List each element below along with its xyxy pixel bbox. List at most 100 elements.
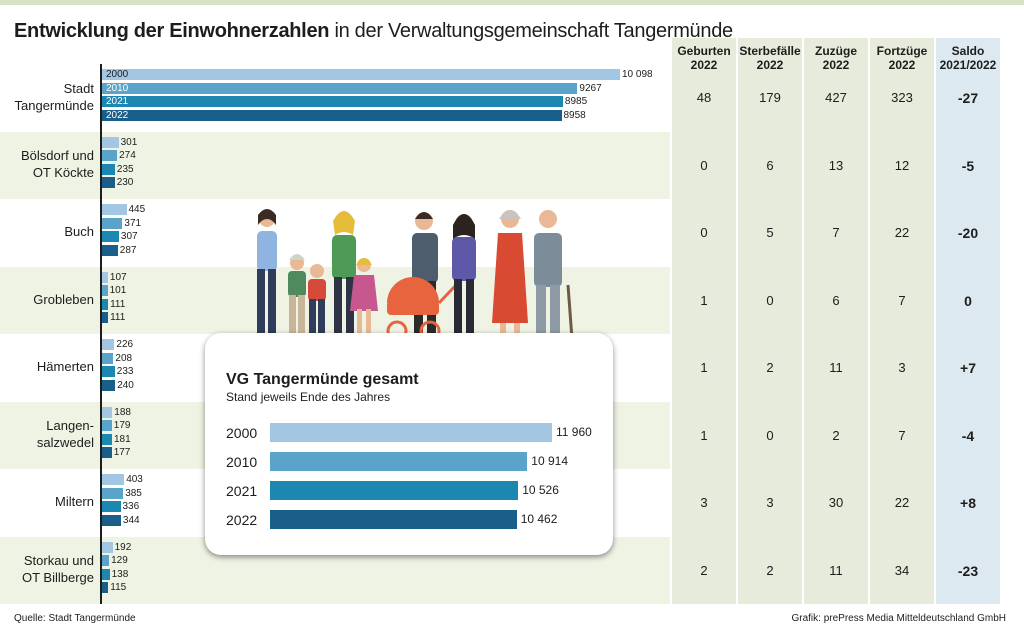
bar-value-label: 385 [125, 487, 142, 499]
graphic-credit: Grafik: prePress Media Mitteldeutschland… [791, 613, 1006, 624]
bar-2010: 2010 [102, 82, 578, 94]
bar-value-label: 307 [120, 231, 138, 242]
vg-year-label: 2021 [226, 483, 258, 499]
table-cell: 0 [766, 427, 774, 443]
chart-title-bold: Entwicklung der Einwohnerzahlen [14, 20, 330, 42]
bar-value-label: 10 098 [622, 69, 653, 80]
village-name-line: Storkau und [23, 553, 94, 569]
bar-2010 [102, 352, 114, 364]
table-column-header: Zuzüge 2022 [804, 44, 868, 72]
bar-value-label: 240 [117, 379, 134, 391]
table-header-top: Zuzüge [815, 44, 857, 58]
table-cell: 6 [766, 157, 774, 173]
village-name: Miltern [4, 493, 94, 510]
table-header-top: Saldo [951, 44, 985, 58]
table-cell: 7 [898, 292, 906, 308]
village-name-line: OT Köckte [32, 165, 94, 181]
village-name-line: Langen- [46, 418, 94, 434]
chart-title-rest: in der Verwaltungsgemeinschaft Tangermün… [334, 20, 733, 42]
bar-2000 [102, 204, 127, 215]
table-header-bottom: 2022 [888, 58, 916, 72]
village-name-line: Stadt [63, 80, 94, 96]
pram-icon [386, 277, 458, 342]
table-cell: 11 [829, 360, 843, 375]
saldo-cell: -4 [961, 427, 975, 444]
table-column-band [738, 38, 802, 604]
bar-2021: 2021 [102, 96, 563, 107]
bar-value-label: 179 [113, 420, 131, 431]
table-cell: 30 [828, 495, 844, 510]
bar-2022: 2022 [102, 109, 562, 121]
table-cell: 34 [894, 562, 910, 578]
table-header-top: Geburten [677, 44, 731, 58]
bar-2022 [102, 244, 118, 256]
bar-value-label: 8958 [563, 109, 586, 121]
bar-2010 [102, 217, 123, 229]
bar-value-label: 403 [126, 474, 143, 485]
person-elderly-woman-icon [492, 210, 528, 339]
saldo-cell: -23 [957, 562, 979, 579]
table-column-header: Sterbefälle 2022 [738, 44, 802, 72]
bar-2010 [102, 555, 110, 566]
table-cell: 2 [832, 427, 840, 443]
bar-value-label: 177 [113, 447, 131, 458]
table-cell: 427 [825, 90, 847, 105]
table-header-top: Sterbefälle [739, 44, 801, 58]
bar-2021 [102, 433, 112, 445]
table-header-bottom: 2021/2022 [939, 58, 997, 72]
vg-bar-2021 [270, 481, 519, 500]
table-cell: 22 [894, 225, 910, 240]
table-cell: 7 [832, 225, 840, 240]
bar-value-label: 235 [116, 163, 134, 175]
bar-value-label: 344 [122, 514, 140, 526]
bar-year-label: 2022 [106, 109, 129, 121]
vg-value-label: 10 526 [522, 483, 559, 497]
vg-bar-2022 [270, 510, 517, 529]
saldo-cell: 0 [964, 292, 972, 309]
vg-value-label: 11 960 [556, 425, 592, 439]
bar-2010 [102, 420, 112, 431]
bar-2000 [102, 406, 113, 418]
village-name-line: Tangermünde [14, 97, 95, 113]
bar-2010 [102, 487, 124, 499]
table-cell: 3 [898, 360, 906, 375]
village-name: Buch [4, 223, 94, 240]
table-header-top: Fortzüge [876, 44, 928, 58]
bar-value-label: 274 [119, 150, 136, 161]
table-cell: 1 [700, 427, 708, 443]
saldo-cell: -5 [961, 157, 975, 174]
bar-2000: 2000 [102, 69, 620, 80]
person-woman-icon [256, 209, 278, 343]
bar-value-label: 233 [116, 366, 134, 377]
vg-year-label: 2010 [226, 454, 258, 470]
table-cell: 12 [894, 157, 910, 173]
village-name: Langen-salzwedel [4, 417, 94, 451]
table-column-band [870, 38, 934, 604]
village-name: Bölsdorf und OT Köckte [4, 147, 94, 181]
table-cell: 3 [700, 495, 708, 510]
table-cell: 0 [766, 292, 774, 308]
table-cell: 11 [829, 562, 843, 578]
person-child-icon [308, 264, 326, 339]
bar-value-label: 8985 [564, 96, 588, 107]
bar-value-label: 115 [110, 582, 127, 593]
table-column-header: Geburten 2022 [672, 44, 736, 72]
person-man-icon [412, 212, 438, 339]
table-column-band [804, 38, 868, 604]
table-cell: 2 [700, 562, 708, 578]
table-cell: 323 [891, 90, 913, 105]
bar-value-label: 181 [114, 433, 131, 445]
bar-2000 [102, 339, 115, 350]
table-header-bottom: 2022 [690, 58, 718, 72]
table-cell: 22 [894, 495, 910, 510]
person-elderly-man-icon [534, 210, 574, 340]
bar-2022 [102, 177, 115, 188]
bar-2022 [102, 379, 116, 391]
village-name-line: Buch [64, 224, 94, 240]
bar-2021 [102, 366, 115, 377]
person-woman-purple-icon [452, 214, 476, 339]
table-header-bottom: 2022 [756, 58, 784, 72]
bar-2000 [102, 474, 125, 485]
bar-value-label: 445 [128, 204, 146, 215]
bar-2000 [102, 136, 119, 148]
